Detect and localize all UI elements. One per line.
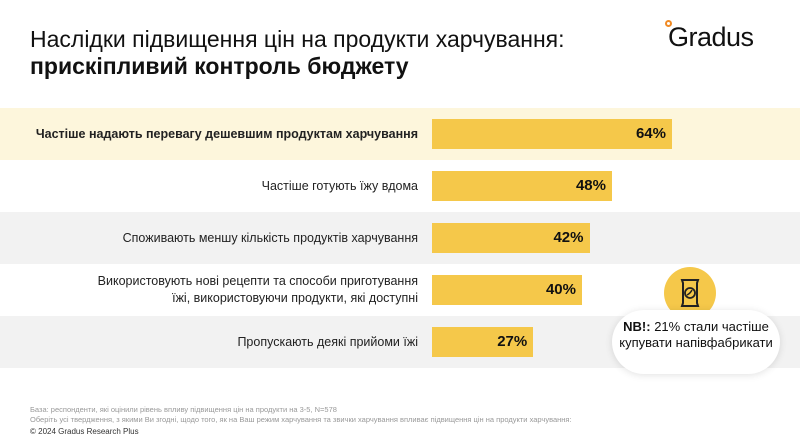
category-label: Пропускають деякі прийоми їжі bbox=[237, 334, 418, 349]
value-label: 27% bbox=[497, 333, 528, 350]
note-bold: NB!: bbox=[623, 319, 651, 334]
bar: 64% bbox=[432, 119, 672, 149]
footnote-base: База: респонденти, які оцінили рівень вп… bbox=[30, 405, 337, 414]
category-label: Частіше готують їжу вдома bbox=[261, 178, 418, 193]
chart-row: Споживають меншу кількість продуктів хар… bbox=[0, 212, 800, 264]
value-label: 40% bbox=[545, 281, 576, 298]
bar: 27% bbox=[432, 327, 534, 357]
note-callout: NB!: 21% стали частіше купувати напівфаб… bbox=[612, 310, 780, 374]
copyright: © 2024 Gradus Research Plus bbox=[30, 427, 139, 436]
note-text: 21% стали частіше купувати напівфабрикат… bbox=[619, 319, 773, 350]
chart-row: Частіше готують їжу вдома 48% bbox=[0, 160, 800, 212]
category-label: Споживають меншу кількість продуктів хар… bbox=[122, 230, 418, 245]
logo-text: Gradus bbox=[668, 22, 754, 52]
value-label: 48% bbox=[575, 177, 606, 194]
chart-row: Частіше надають перевагу дешевшим продук… bbox=[0, 108, 800, 160]
title-line-1: Наслідки підвищення цін на продукти харч… bbox=[30, 26, 565, 52]
title-line-2: прискіпливий контроль бюджету bbox=[30, 53, 409, 79]
bar: 42% bbox=[432, 223, 590, 253]
bar: 40% bbox=[432, 275, 582, 305]
value-label: 42% bbox=[553, 229, 584, 246]
page-title: Наслідки підвищення цін на продукти харч… bbox=[30, 26, 565, 80]
category-label: Частіше надають перевагу дешевшим продук… bbox=[35, 126, 418, 141]
gradus-logo: Gradus bbox=[665, 20, 754, 53]
bar: 48% bbox=[432, 171, 612, 201]
footnote-question: Оберіть усі твердження, з якими Ви згодн… bbox=[30, 415, 572, 424]
category-label: Використовують нові рецепти та способи п… bbox=[97, 274, 418, 305]
logo-dot-icon bbox=[665, 20, 672, 27]
value-label: 64% bbox=[635, 125, 666, 142]
